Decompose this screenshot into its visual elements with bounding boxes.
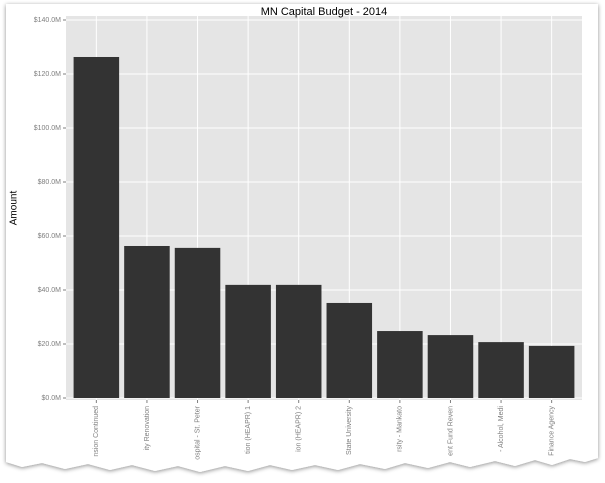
x-tick-label: ent Fund Reven [447,406,454,456]
bar [124,245,170,398]
x-tick-label: ity Renovation [144,406,151,450]
x-tick-label: rsity - Mankato [397,406,404,452]
chart-title: MN Capital Budget - 2014 [261,6,388,18]
plot: nsion Continued ity Renovation ospital - S… [66,16,582,460]
bar [326,302,373,398]
y-tick-label: $0.0M [42,395,62,402]
x-tick-label: ion (HEAPR) 2 [296,406,303,452]
y-tick-label: $120.0M [34,71,61,78]
x-tick-label: - Alcohol, Medi [498,406,505,452]
bar [377,331,423,398]
x-tick-label: ospital - St. Peter [194,405,201,459]
bar [174,247,221,398]
x-tick-label: tion (HEAPR) 1 [245,406,252,454]
y-tick-label: $100.0M [34,125,61,132]
y-tick-label: $60.0M [38,233,62,240]
x-tick-label: State University [346,406,353,456]
x-tick-label: Finance Agency [548,406,555,456]
bar [275,284,322,398]
y-axis-label: Amount [9,191,20,226]
y-tick-label: $140.0M [34,17,61,24]
bar [225,284,271,398]
bar [478,342,524,398]
bar [528,345,575,398]
x-tick-label: nsion Continued [93,406,100,457]
bar [427,335,474,398]
y-tick-label: $40.0M [38,287,62,294]
y-tick-label: $20.0M [38,341,62,348]
y-tick-label: $80.0M [38,179,62,186]
bar [73,56,120,399]
